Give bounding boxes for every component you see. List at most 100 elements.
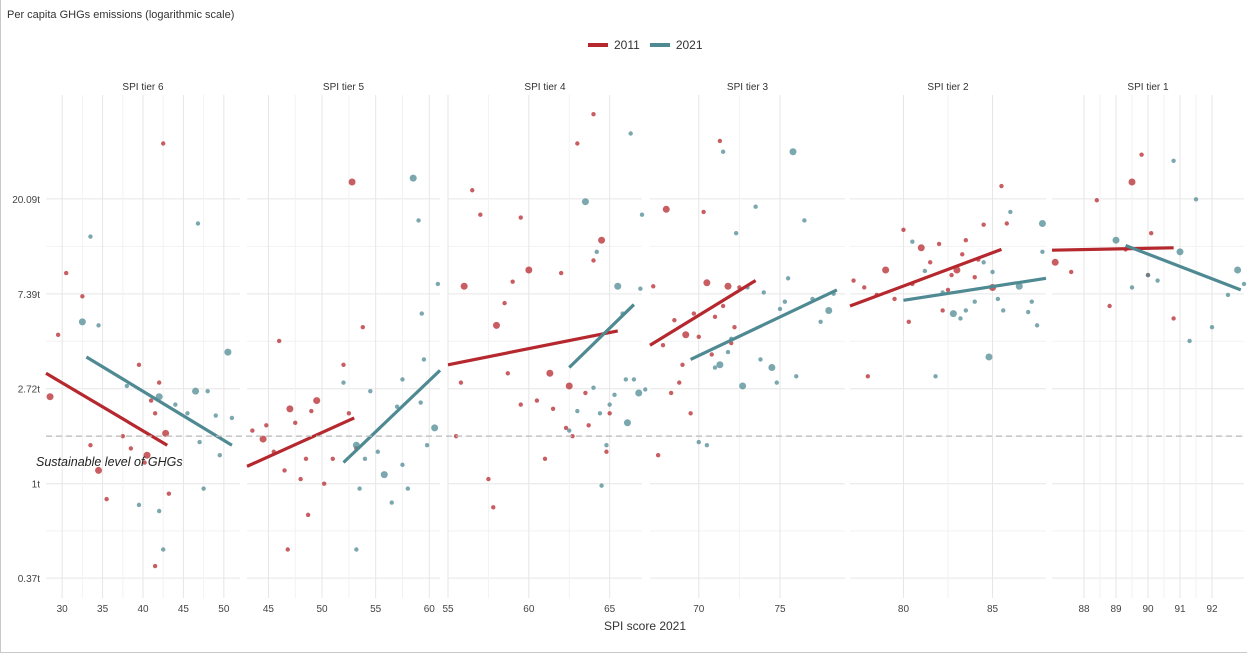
data-point-2021 (431, 424, 439, 432)
x-tick-label: 89 (1110, 604, 1122, 615)
trend-line-2021 (568, 303, 636, 369)
data-point-2021 (400, 462, 405, 468)
data-point-2011 (80, 294, 85, 299)
data-point-2021 (389, 500, 394, 505)
data-point-2011 (152, 411, 158, 416)
data-point-2011 (672, 317, 677, 323)
data-point-2011 (906, 319, 911, 325)
data-point-2011 (460, 282, 468, 290)
data-point-2011 (136, 362, 142, 367)
data-point-2011 (651, 284, 656, 289)
data-point-2021 (224, 348, 232, 356)
data-point-2021 (782, 299, 788, 304)
data-point-2021 (375, 449, 381, 454)
data-point-2011 (156, 380, 162, 385)
legend-swatch-2021 (649, 43, 670, 47)
data-point-2011 (64, 270, 69, 276)
data-point-2011 (720, 303, 726, 309)
data-point-2011 (660, 343, 666, 348)
data-point-2021 (368, 388, 373, 394)
data-point-2021 (614, 282, 622, 290)
data-point-2021 (639, 212, 645, 217)
x-tick-label: 92 (1206, 604, 1218, 615)
data-point-2021 (789, 148, 797, 156)
data-point-2011 (276, 338, 282, 344)
x-tick-label: 65 (604, 604, 616, 615)
panel-title: SPI tier 2 (927, 82, 969, 93)
data-point-2011 (346, 411, 352, 416)
x-tick-label: 30 (57, 604, 69, 615)
data-point-2021 (631, 377, 637, 382)
data-point-2011 (88, 443, 93, 448)
data-point-2021 (963, 308, 969, 313)
data-point-2021 (405, 486, 411, 491)
data-point-2011 (518, 402, 523, 407)
y-tick-label: 0.37t (18, 574, 40, 585)
data-point-2021 (435, 281, 441, 287)
data-point-2021 (1029, 299, 1034, 304)
data-point-2011 (680, 362, 685, 367)
data-point-2011 (46, 393, 54, 401)
data-point-2011 (940, 308, 945, 313)
data-point-2011 (143, 451, 151, 459)
data-point-2011 (546, 369, 554, 377)
data-point-2021 (958, 316, 963, 321)
data-point-2021 (1241, 281, 1247, 287)
data-point-2011 (142, 460, 147, 465)
data-point-2011 (862, 285, 867, 290)
data-point-2021 (981, 260, 986, 265)
panel-title: SPI tier 1 (1127, 82, 1169, 93)
panel-title: SPI tier 6 (122, 82, 164, 93)
y-tick-label: 20.09t (12, 195, 40, 206)
data-point-2021 (357, 486, 362, 491)
data-point-2021 (581, 198, 589, 206)
data-point-2021 (949, 310, 957, 318)
data-point-2021 (825, 306, 833, 314)
data-point-2011 (264, 423, 269, 428)
data-point-2021 (623, 419, 631, 427)
data-point-2021 (1234, 266, 1242, 274)
data-point-2011 (348, 178, 356, 186)
data-point-2021 (802, 218, 807, 223)
data-point-2021 (623, 377, 629, 382)
data-point-2011 (999, 183, 1004, 189)
data-point-2011 (95, 466, 103, 474)
data-point-2021 (409, 174, 417, 182)
data-point-2021 (201, 486, 206, 491)
trend-line-2021 (1125, 243, 1242, 292)
data-point-2021 (217, 453, 222, 458)
data-point-2021 (124, 383, 130, 389)
x-tick-label: 80 (898, 604, 910, 615)
data-point-2021 (197, 439, 202, 445)
legend: 2011 2021 (588, 36, 713, 54)
data-point-2011 (682, 331, 690, 339)
data-point-2021 (628, 131, 633, 136)
data-point-2011 (1107, 303, 1112, 309)
y-tick-label: 2.72t (18, 385, 40, 396)
trend-line-2021 (903, 276, 1047, 302)
data-point-2011 (282, 468, 287, 473)
data-point-2011 (1051, 258, 1059, 266)
data-point-2021 (78, 318, 86, 326)
data-point-2021 (213, 413, 218, 418)
data-point-2021 (1171, 158, 1176, 164)
data-point-2021 (1008, 209, 1013, 215)
data-point-2021 (716, 361, 724, 369)
data-point-2021 (704, 443, 710, 448)
data-point-2021 (156, 508, 162, 514)
data-point-2021 (1209, 324, 1215, 330)
data-point-2011 (963, 237, 969, 243)
x-tick-label: 50 (218, 604, 230, 615)
trend-line-2011 (849, 247, 1003, 308)
trend-line-2011 (649, 279, 757, 347)
data-point-2011 (360, 324, 365, 330)
data-point-2021 (1015, 282, 1023, 290)
data-point-2011 (1094, 198, 1100, 203)
data-point-2011 (322, 481, 327, 486)
data-point-2011 (330, 456, 335, 461)
data-point-2021 (739, 382, 747, 390)
data-point-2021 (205, 388, 210, 394)
data-point-2021 (88, 234, 93, 239)
